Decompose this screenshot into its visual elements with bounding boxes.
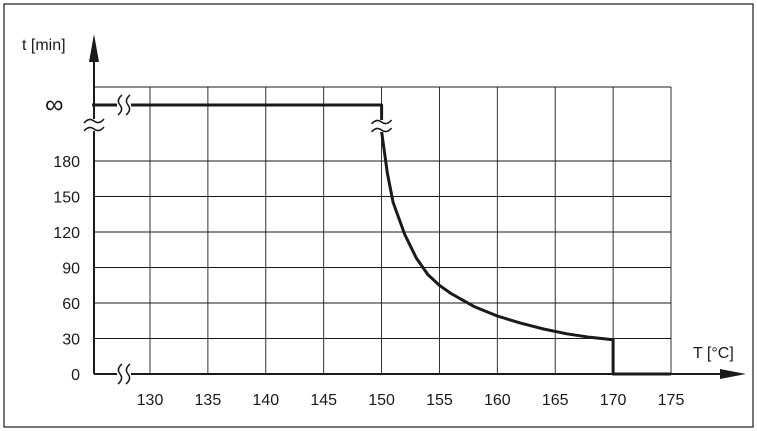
grid xyxy=(94,86,672,374)
axis-break-stroke xyxy=(117,363,123,385)
y-tick-label: 150 xyxy=(53,190,80,207)
y-tick-label: 60 xyxy=(62,296,80,313)
x-tick-label: 175 xyxy=(658,392,685,409)
axis-break-stroke xyxy=(370,127,393,133)
axis-break-stroke xyxy=(370,119,393,125)
y-tick-label: 90 xyxy=(62,261,80,278)
x-tick-label: 135 xyxy=(195,392,222,409)
x-tick-label: 160 xyxy=(484,392,511,409)
y-tick-label: 180 xyxy=(53,154,80,171)
series-layer xyxy=(92,103,671,376)
chart-frame xyxy=(3,3,754,428)
series-line xyxy=(92,103,671,376)
axis-break-stroke xyxy=(125,363,131,385)
axis-break-gap xyxy=(117,95,131,115)
axis-break-stroke xyxy=(83,118,105,124)
y-tick-label: 30 xyxy=(62,332,80,349)
x-axis-arrow xyxy=(720,369,746,379)
y-tick-label: 0 xyxy=(71,367,80,384)
x-tick-label: 150 xyxy=(368,392,395,409)
axis-breaks xyxy=(82,94,393,385)
axes xyxy=(89,34,746,379)
axis-break-gap xyxy=(117,364,131,384)
axis-break-stroke xyxy=(125,94,131,116)
y-axis-label: t [min] xyxy=(22,37,66,54)
x-tick-label: 140 xyxy=(252,392,279,409)
axis-break-mark xyxy=(117,363,131,385)
axis-break-mark xyxy=(117,94,131,116)
x-tick-label: 170 xyxy=(600,392,627,409)
axis-break-mark xyxy=(370,119,393,133)
x-axis-label: T [°C] xyxy=(693,345,734,362)
axis-break-stroke xyxy=(117,94,123,116)
tick-labels: 130 135 140 145 150 155 160 165 170 175 0 30 60 90 120… xyxy=(53,154,684,409)
axis-break-mark xyxy=(83,118,105,132)
y-axis-arrow xyxy=(89,34,99,62)
y-tick-label: 120 xyxy=(53,225,80,242)
x-tick-label: 145 xyxy=(310,392,337,409)
x-tick-label: 165 xyxy=(542,392,569,409)
x-tick-label: 155 xyxy=(426,392,453,409)
y-infinity-label: ∞ xyxy=(45,89,64,119)
axis-break-stroke xyxy=(83,126,105,132)
x-tick-label: 130 xyxy=(137,392,164,409)
